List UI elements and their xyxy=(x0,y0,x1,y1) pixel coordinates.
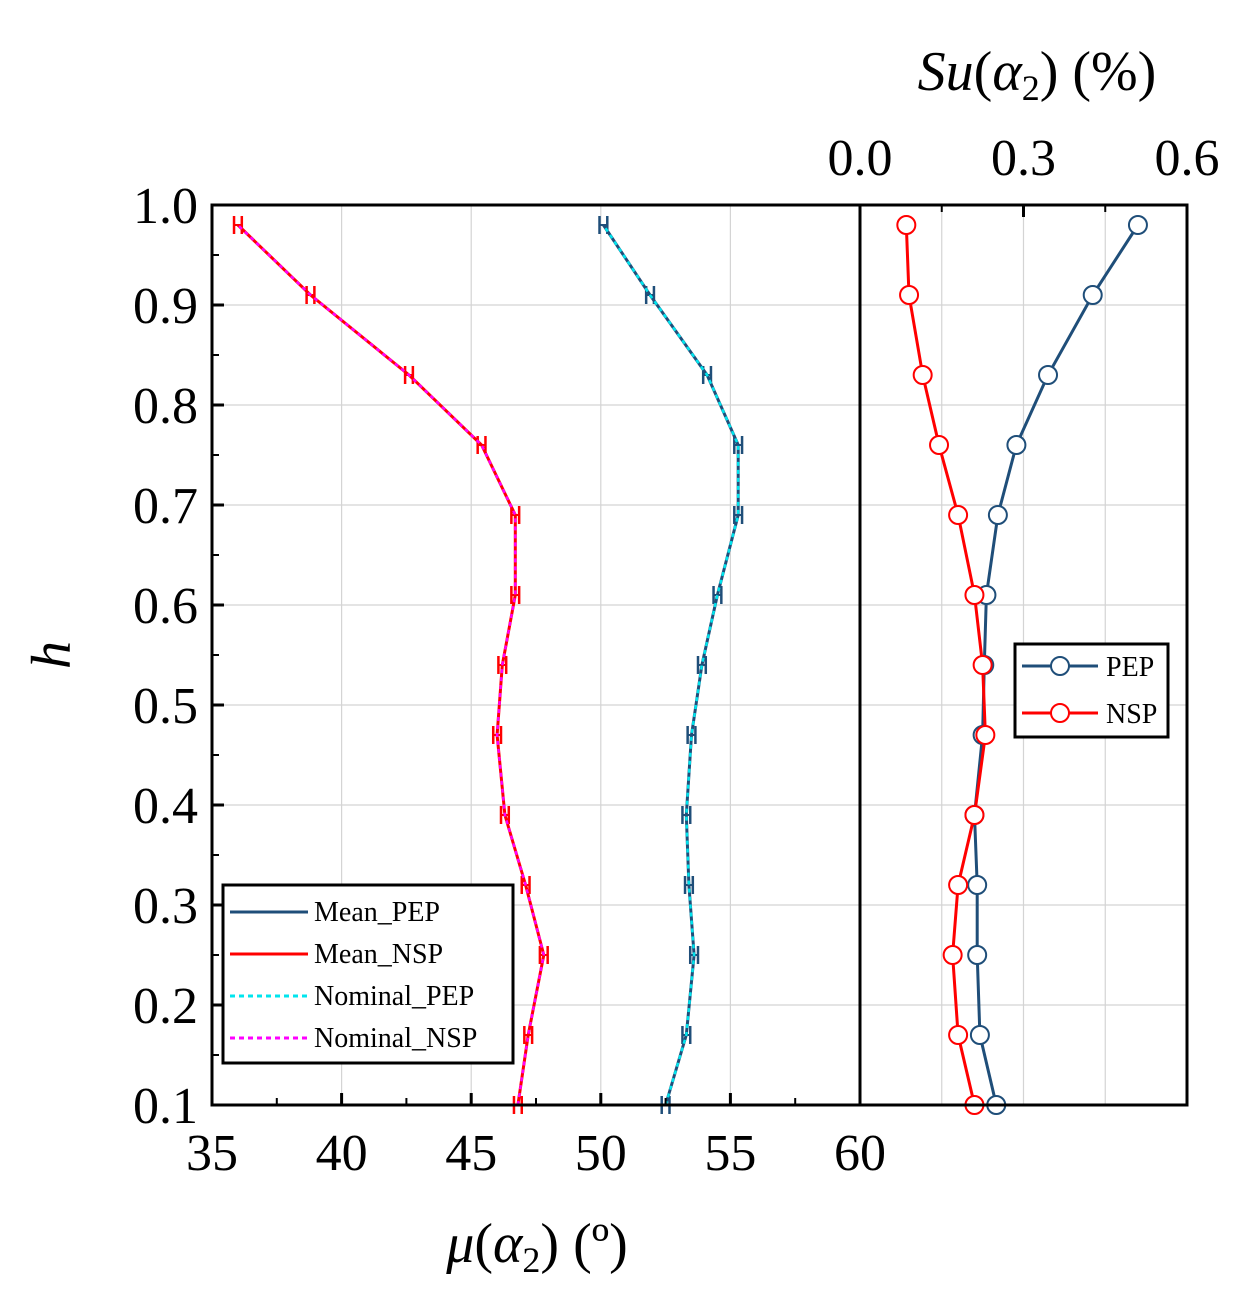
y-tick-label: 0.9 xyxy=(133,278,198,335)
data-point-nsp xyxy=(929,435,950,455)
left-legend-box xyxy=(221,883,515,1065)
y-tick-label: 0.5 xyxy=(133,678,198,735)
legend-label-nominal-pep: Nominal_PEP xyxy=(314,981,474,1012)
data-point-nsp xyxy=(899,285,920,305)
data-point-pep xyxy=(969,1025,990,1045)
left-x-unit: (º) xyxy=(559,1213,628,1275)
close-paren: ) xyxy=(1040,41,1059,103)
data-point-pep xyxy=(967,945,988,965)
right-x-tick-label: 0.6 xyxy=(1155,130,1220,187)
left-x-tick-label: 35 xyxy=(186,1125,238,1182)
data-point-pep xyxy=(1082,285,1103,305)
legend-label-pep: PEP xyxy=(1106,652,1154,683)
alpha-symbol: α xyxy=(493,1213,524,1275)
data-point-nsp xyxy=(912,365,933,385)
right-legend-box xyxy=(1013,642,1170,739)
data-point-nsp xyxy=(896,215,917,235)
series-line-nominal-pep xyxy=(602,224,740,1106)
tick-label-layer: 0.1 0.2 0.3 0.4 0.5 0.6 0.7 0.8 0.9 1.0 35 40 45 50 55… xyxy=(133,130,1220,1182)
data-point-nsp xyxy=(964,585,985,605)
left-x-axis-title: μ(α2) (º) xyxy=(445,1213,628,1280)
legend-label-nsp: NSP xyxy=(1106,699,1157,730)
legend-marker-pep xyxy=(1050,656,1070,676)
open-paren: ( xyxy=(474,1213,493,1275)
y-tick-label: 1.0 xyxy=(133,178,198,235)
legend-marker-nsp xyxy=(1050,703,1070,723)
alpha-subscript: 2 xyxy=(522,1240,540,1280)
left-x-tick-label: 40 xyxy=(316,1125,368,1182)
data-point-nsp xyxy=(964,805,985,825)
left-x-tick-label: 55 xyxy=(704,1125,756,1182)
data-point-pep xyxy=(967,875,988,895)
y-tick-label: 0.2 xyxy=(133,978,198,1035)
y-tick-label: 0.1 xyxy=(133,1078,198,1135)
data-point-pep xyxy=(1006,435,1027,455)
legend-label-mean-nsp: Mean_NSP xyxy=(314,939,443,970)
series-line-nominal-nsp xyxy=(237,224,546,1106)
su-symbol: Su xyxy=(918,41,974,103)
legend-label-mean-pep: Mean_PEP xyxy=(314,897,440,928)
right-legend: PEP NSP xyxy=(1013,642,1170,739)
right-x-unit: (%) xyxy=(1058,41,1156,103)
mu-symbol: μ xyxy=(445,1213,474,1275)
left-x-tick-label: 50 xyxy=(575,1125,627,1182)
right-x-axis-title: Su(α2) (%) xyxy=(918,41,1157,108)
data-point-nsp xyxy=(948,505,969,525)
data-point-nsp xyxy=(972,655,993,675)
left-x-tick-label: 60 xyxy=(834,1125,886,1182)
data-point-nsp xyxy=(975,725,996,745)
data-point-pep xyxy=(1127,215,1148,235)
data-point-pep xyxy=(987,505,1008,525)
data-point-nsp xyxy=(948,1025,969,1045)
y-tick-label: 0.6 xyxy=(133,578,198,635)
y-tick-label: 0.3 xyxy=(133,878,198,935)
right-x-tick-label: 0.0 xyxy=(828,130,893,187)
close-paren: ) xyxy=(540,1213,559,1275)
series-line-mean-pep xyxy=(602,224,740,1106)
left-x-tick-label: 45 xyxy=(445,1125,497,1182)
open-paren: ( xyxy=(974,41,993,103)
legend-label-nominal-nsp: Nominal_NSP xyxy=(314,1023,477,1054)
alpha-subscript: 2 xyxy=(1022,68,1040,108)
y-tick-label: 0.7 xyxy=(133,478,198,535)
left-legend: Mean_PEP Mean_NSP Nominal_PEP Nominal_NS… xyxy=(221,883,515,1065)
y-axis-title: h xyxy=(21,641,83,669)
axes-layer xyxy=(210,203,1189,1107)
y-tick-label: 0.4 xyxy=(133,778,198,835)
alpha-symbol: α xyxy=(992,41,1023,103)
data-point-pep xyxy=(1038,365,1059,385)
y-tick-label: 0.8 xyxy=(133,378,198,435)
right-x-tick-label: 0.3 xyxy=(991,130,1056,187)
data-point-nsp xyxy=(948,875,969,895)
data-point-nsp xyxy=(942,945,963,965)
